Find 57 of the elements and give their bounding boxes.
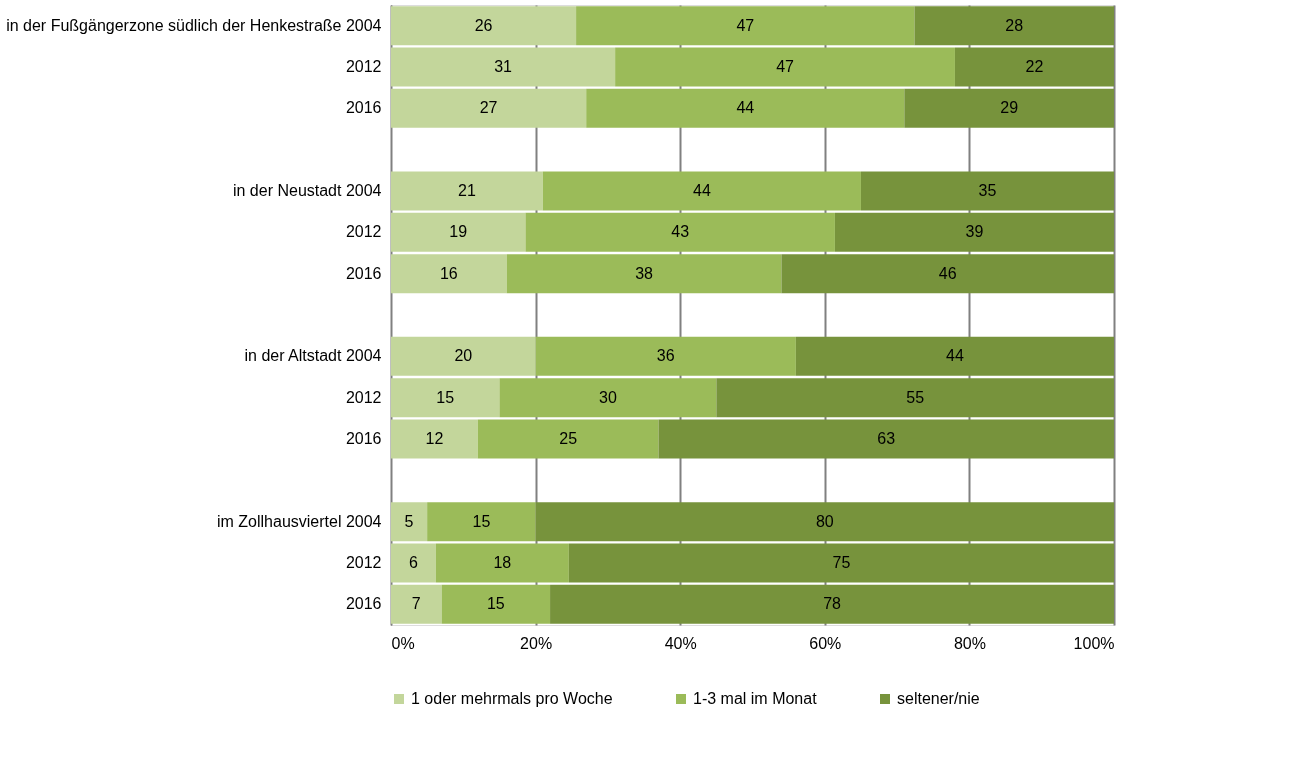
y-tick-label: 2016 [345, 99, 382, 117]
data-label: 12 [425, 430, 444, 447]
data-label: 15 [472, 512, 491, 530]
data-label: 39 [965, 223, 984, 241]
data-label: 47 [776, 58, 795, 75]
data-label: 75 [832, 554, 851, 571]
y-tick-label: in der Fußgängerzone südlich der Henkestraße 2004 [6, 16, 382, 34]
data-label: 55 [906, 388, 925, 406]
data-label: 44 [946, 347, 964, 365]
x-tick-label: 20% [520, 634, 553, 652]
legend-label: 1-3 mal im Monat [693, 690, 818, 707]
data-label: 36 [656, 347, 675, 365]
data-label: 31 [494, 58, 513, 75]
data-label: 78 [823, 595, 842, 613]
data-label: 30 [599, 388, 617, 406]
y-tick-label: 2016 [345, 264, 382, 282]
y-tick-label: 2012 [345, 58, 382, 75]
data-label: 16 [439, 264, 458, 282]
data-label: 26 [474, 16, 493, 34]
y-tick-label: im Zollhausviertel 2004 [216, 512, 382, 530]
data-label: 19 [449, 223, 468, 241]
data-label: 80 [815, 512, 834, 530]
x-tick-label: 0% [391, 634, 415, 652]
x-tick-label: 100% [1073, 634, 1115, 652]
data-label: 18 [493, 554, 512, 571]
legend-label: 1 oder mehrmals pro Woche [411, 690, 613, 707]
data-label: 15 [436, 388, 455, 406]
data-label: 46 [938, 264, 957, 282]
y-tick-label: 2016 [345, 595, 382, 613]
y-tick-label: 2012 [345, 388, 382, 406]
data-label: 44 [736, 99, 755, 117]
legend-label: seltener/nie [897, 690, 980, 707]
data-label: 29 [1000, 99, 1019, 117]
data-label: 38 [635, 264, 654, 282]
data-label: 21 [458, 182, 476, 199]
data-label: 44 [692, 182, 711, 199]
data-label: 25 [559, 430, 578, 447]
x-tick-label: 60% [809, 634, 842, 652]
x-tick-label: 80% [953, 634, 986, 652]
data-label: 22 [1025, 58, 1044, 75]
data-label: 43 [671, 223, 690, 241]
data-label: 27 [479, 99, 498, 117]
x-tick-label: 40% [664, 634, 697, 652]
y-tick-label: 2012 [345, 554, 382, 571]
data-label: 5 [404, 512, 414, 530]
y-tick-label: in der Altstadt 2004 [244, 347, 382, 365]
data-label: 47 [736, 16, 755, 34]
data-label: 15 [486, 595, 505, 613]
data-label: 28 [1005, 16, 1024, 34]
y-tick-label: 2012 [345, 223, 382, 241]
y-tick-label: 2016 [345, 430, 382, 447]
data-label: 35 [978, 182, 997, 199]
data-label: 7 [411, 595, 421, 613]
data-label: 6 [408, 554, 418, 571]
data-label: 20 [454, 347, 473, 365]
data-label: 63 [877, 430, 896, 447]
y-tick-label: in der Neustadt 2004 [232, 182, 382, 199]
